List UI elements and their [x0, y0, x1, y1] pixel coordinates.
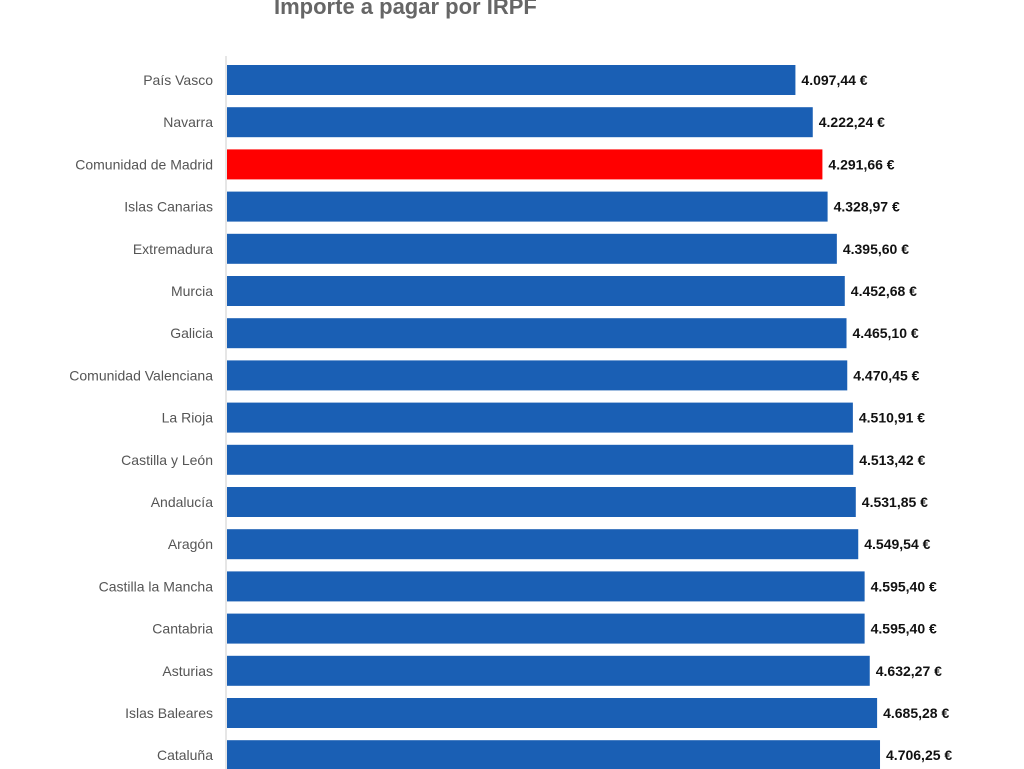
bar-15: [227, 698, 878, 728]
bar-0: [227, 65, 796, 95]
category-labels-group: País Vasco Navarra Comunidad de Madrid Isla…: [69, 72, 213, 763]
value-label-16: 4.706,25 €: [886, 747, 952, 763]
value-label-2: 4.291,66 €: [828, 156, 894, 172]
category-label-13: Cantabria: [152, 621, 213, 637]
bar-12: [227, 571, 865, 602]
category-label-3: Islas Canarias: [124, 199, 213, 215]
bar-14: [227, 655, 870, 686]
category-label-0: País Vasco: [143, 72, 213, 88]
value-label-4: 4.395,60 €: [843, 241, 909, 257]
category-label-1: Navarra: [163, 114, 213, 130]
bar-16: [227, 740, 881, 769]
value-label-14: 4.632,27 €: [876, 663, 942, 679]
value-label-3: 4.328,97 €: [834, 199, 900, 215]
category-label-10: Andalucía: [151, 494, 213, 510]
category-label-4: Extremadura: [133, 241, 213, 257]
bar-1: [227, 107, 813, 138]
value-label-0: 4.097,44 €: [801, 72, 867, 88]
category-label-9: Castilla y León: [121, 452, 213, 468]
value-label-12: 4.595,40 €: [871, 578, 937, 594]
bar-8: [227, 402, 853, 433]
category-label-2: Comunidad de Madrid: [75, 156, 213, 172]
value-label-5: 4.452,68 €: [851, 283, 917, 299]
category-label-11: Aragón: [168, 536, 213, 552]
category-label-16: Cataluña: [157, 747, 213, 763]
bars-group: [227, 65, 881, 769]
value-label-13: 4.595,40 €: [871, 621, 937, 637]
value-label-15: 4.685,28 €: [883, 705, 949, 721]
value-label-8: 4.510,91 €: [859, 410, 925, 426]
category-label-12: Castilla la Mancha: [99, 578, 214, 594]
value-label-9: 4.513,42 €: [859, 452, 925, 468]
bar-4: [227, 233, 837, 264]
bar-2: [227, 149, 823, 180]
value-label-11: 4.549,54 €: [864, 536, 930, 552]
category-label-15: Islas Baleares: [125, 705, 213, 721]
bar-3: [227, 191, 828, 222]
value-label-6: 4.465,10 €: [853, 325, 919, 341]
value-label-10: 4.531,85 €: [862, 494, 928, 510]
category-label-14: Asturias: [162, 663, 213, 679]
value-labels-group: 4.097,44 € 4.222,24 € 4.291,66 € 4.328,97 €…: [801, 72, 952, 763]
value-label-7: 4.470,45 €: [853, 367, 919, 383]
bar-11: [227, 529, 859, 560]
category-label-8: La Rioja: [162, 410, 214, 426]
chart-title: Importe a pagar por IRPF: [274, 0, 537, 19]
category-label-7: Comunidad Valenciana: [69, 367, 213, 383]
category-label-6: Galicia: [170, 325, 213, 341]
bar-6: [227, 318, 847, 349]
value-label-1: 4.222,24 €: [819, 114, 885, 130]
bar-5: [227, 276, 845, 306]
bar-9: [227, 444, 854, 475]
category-label-5: Murcia: [171, 283, 213, 299]
bar-7: [227, 360, 848, 391]
bar-13: [227, 613, 865, 644]
bar-10: [227, 487, 856, 517]
